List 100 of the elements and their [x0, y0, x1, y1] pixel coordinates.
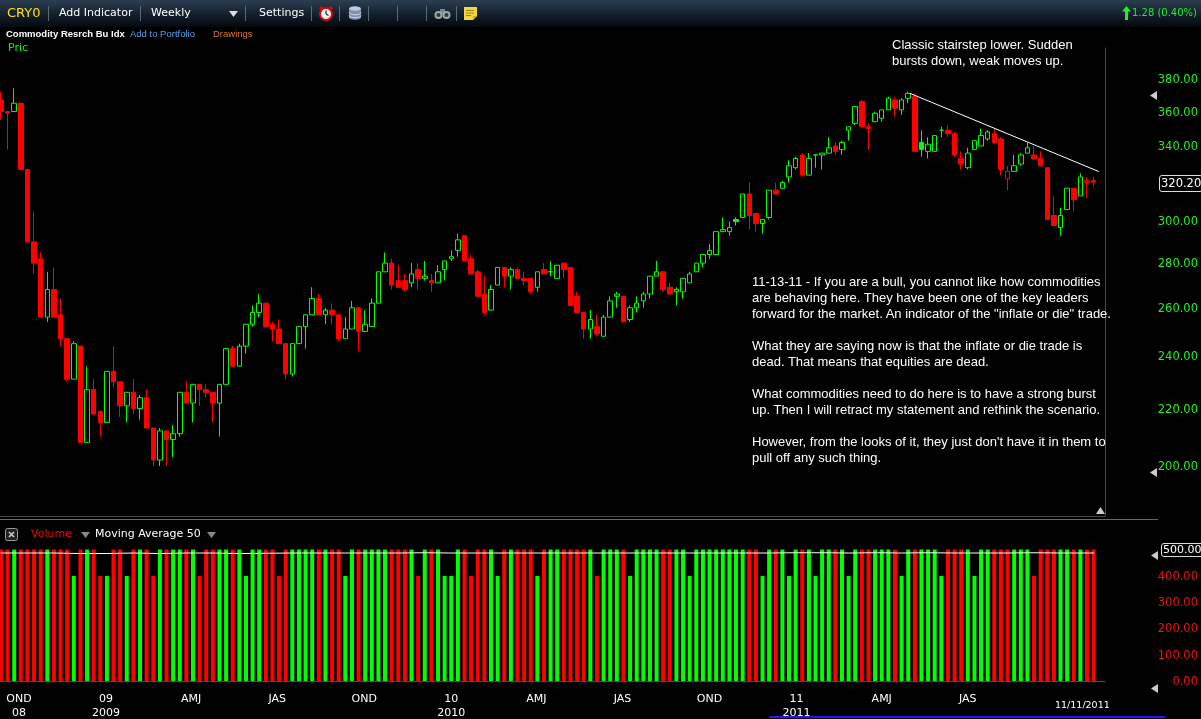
candlestick — [614, 291, 620, 309]
y-tick-label: 380.00 — [1157, 71, 1198, 86]
chart-subtitle: Commodity Resrch Bu Idx — [6, 28, 125, 40]
candlestick — [905, 91, 911, 104]
candlestick — [164, 430, 169, 467]
candlestick — [773, 182, 779, 195]
candlestick — [11, 88, 17, 113]
series-label: Volume — [31, 527, 73, 540]
y-tick-label: 240.00 — [1157, 349, 1198, 364]
candlestick — [190, 383, 196, 423]
text: 1.28 (0.40%) — [1131, 6, 1197, 20]
candlestick — [124, 391, 130, 423]
candlestick — [84, 365, 90, 443]
x-tick-label: JAS — [267, 691, 286, 705]
text: 11/11/2011 — [1055, 699, 1110, 711]
candlestick — [806, 152, 812, 176]
candlestick — [939, 126, 944, 138]
x-tick-label: AMJ — [526, 691, 547, 705]
candlestick — [45, 271, 50, 323]
candlestick — [892, 96, 898, 118]
candlestick — [740, 193, 745, 218]
x-tick-label: AMJ — [180, 691, 202, 705]
text: Drawings — [213, 28, 253, 40]
annotation: What they are saying now is that the inflate or die trade is dead. That means that equities are dead. — [752, 338, 1084, 370]
candlestick — [1025, 141, 1030, 154]
x-tick-label: OND 08 — [6, 691, 32, 719]
chart-title: CRY0 — [7, 5, 41, 21]
candlestick — [588, 309, 593, 340]
candlestick — [1018, 152, 1024, 167]
candlestick — [1071, 187, 1077, 213]
candlestick — [429, 273, 434, 293]
candlestick — [137, 394, 143, 421]
candlestick — [733, 216, 739, 227]
candlestick — [508, 266, 514, 291]
text: Pric — [8, 41, 29, 54]
y-tick-label: 260.00 — [1157, 300, 1198, 315]
series-label: Moving Average 50 — [94, 527, 201, 540]
text: 500.00 — [1161, 543, 1201, 557]
x-tick-label: OND — [696, 691, 723, 705]
candlestick — [184, 381, 189, 404]
candlestick — [833, 141, 838, 156]
candlestick — [144, 389, 149, 429]
candlestick — [435, 264, 441, 284]
candlestick — [449, 249, 454, 262]
candlestick — [71, 340, 77, 380]
candlestick — [356, 307, 361, 352]
candlestick — [409, 262, 414, 288]
candlestick — [594, 314, 600, 337]
x-tick-label: OND — [351, 691, 377, 705]
text: Add to Portfolio — [130, 28, 195, 40]
x-tick-label: JAS — [958, 691, 977, 705]
candlestick — [766, 189, 772, 220]
text: Settings — [259, 6, 305, 20]
annotation: 11-13-11 - If you are a bull, you cannot like how commodities are behaving here. They have been one of the key leaders forward for the market. An indicator of the "inflate or die" trade. — [752, 274, 1112, 322]
candlestick — [1064, 187, 1070, 211]
candlestick — [541, 262, 547, 275]
x-tick-label: AMJ — [871, 691, 892, 705]
candlestick — [1078, 172, 1083, 197]
candlestick — [488, 284, 494, 311]
y-tick-label: 400.00 — [1157, 568, 1198, 583]
y-tick-label: 280.00 — [1157, 256, 1198, 271]
candlestick — [1005, 165, 1010, 191]
candlestick — [965, 147, 971, 171]
candlestick — [157, 427, 163, 467]
candlestick — [316, 293, 322, 316]
x-tick-label: 10 2010 — [437, 691, 466, 719]
y-tick-label: 340.00 — [1157, 139, 1198, 154]
y-tick-label: 300.00 — [1157, 214, 1198, 229]
candlestick — [780, 180, 785, 189]
candlestick — [852, 106, 858, 126]
candlestick — [621, 295, 626, 323]
y-tick-label: 200.00 — [1157, 459, 1198, 474]
x-tick-label: 11 2011 — [782, 691, 811, 719]
candlestick — [104, 370, 110, 423]
candlestick — [846, 126, 851, 142]
candlestick — [958, 150, 964, 171]
candlestick — [535, 271, 540, 293]
candlestick — [839, 140, 845, 156]
y-tick-label: 220.00 — [1157, 401, 1198, 416]
y-tick-label: 200.00 — [1157, 621, 1198, 636]
candlestick — [495, 266, 500, 286]
candlestick — [800, 152, 805, 178]
y-tick-label: 360.00 — [1157, 104, 1198, 119]
y-tick-label: 100.00 — [1157, 647, 1198, 662]
annotation: However, from the looks of it, they just don't have it in them to pull off any such thing. — [752, 434, 1107, 466]
candlestick — [1011, 154, 1017, 172]
candlestick — [98, 410, 103, 438]
text: Add Indicator — [59, 6, 133, 20]
text: Weekly — [151, 6, 191, 20]
y-tick-label: 300.00 — [1157, 595, 1198, 610]
candlestick — [455, 233, 461, 258]
candlestick — [78, 345, 83, 443]
candlestick — [389, 258, 394, 291]
candlestick — [230, 345, 235, 367]
candlestick — [760, 218, 765, 235]
candlestick — [151, 427, 156, 467]
candlestick — [502, 266, 507, 288]
candlestick — [912, 92, 918, 152]
candlestick — [442, 260, 447, 282]
candlestick — [415, 262, 421, 291]
